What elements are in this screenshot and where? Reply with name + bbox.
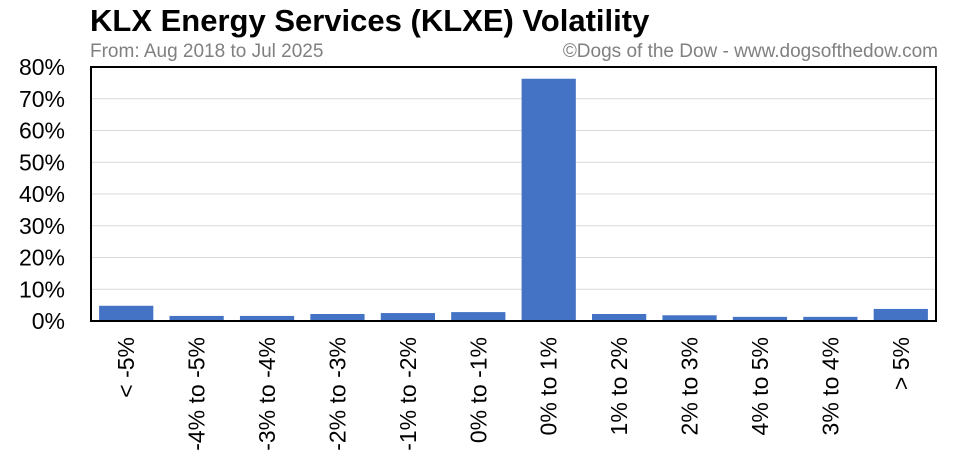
bar: [662, 315, 717, 321]
plot-frame: [90, 66, 937, 322]
y-tick-label: 20%: [19, 245, 65, 271]
bar: [169, 315, 224, 321]
x-tick-label: 2% to 3%: [677, 337, 703, 435]
x-tick-label: 0% to -1%: [465, 337, 491, 443]
bar: [732, 316, 788, 321]
x-tick-label: 4% to 5%: [747, 337, 773, 435]
x-tick-label: -3% to -4%: [254, 337, 280, 451]
y-tick-label: 70%: [19, 86, 65, 112]
y-tick-label: 50%: [19, 149, 65, 175]
x-tick-label: 0% to 1%: [536, 337, 562, 435]
bar: [310, 314, 365, 321]
bars: [99, 78, 928, 321]
x-tick-label: < -5%: [113, 337, 139, 398]
y-tick-label: 40%: [19, 181, 65, 207]
bar: [451, 312, 506, 321]
x-tick-label: 3% to 4%: [817, 337, 843, 435]
y-tick-label: 30%: [19, 213, 65, 239]
x-tick-label: -1% to -2%: [395, 337, 421, 451]
x-tick-label: -2% to -3%: [324, 337, 350, 451]
y-tick-label: 60%: [19, 118, 65, 144]
y-tick-label: 80%: [19, 54, 65, 80]
chart-subtitle: From: Aug 2018 to Jul 2025: [90, 41, 324, 62]
bar: [803, 316, 858, 321]
chart-title: KLX Energy Services (KLXE) Volatility: [90, 3, 650, 38]
bar: [592, 314, 647, 321]
y-axis-ticks: 0% 10% 20% 30% 40% 50% 60% 70% 80%: [19, 54, 65, 334]
bar: [239, 315, 295, 321]
x-axis-ticks: < -5% -4% to -5% -3% to -4% -2% to -3% -1% t…: [113, 337, 914, 451]
x-tick-label: 1% to 2%: [606, 337, 632, 435]
bar: [99, 305, 154, 321]
bar: [380, 313, 435, 321]
x-tick-label: > 5%: [888, 337, 914, 390]
bar: [873, 308, 928, 321]
gridlines: [91, 98, 936, 290]
y-tick-label: 10%: [19, 276, 65, 302]
y-tick-label: 0%: [32, 308, 65, 334]
bar: [521, 78, 576, 321]
chart-credit: ©Dogs of the Dow - www.dogsofthedow.com: [562, 41, 938, 62]
x-tick-label: -4% to -5%: [184, 337, 210, 451]
